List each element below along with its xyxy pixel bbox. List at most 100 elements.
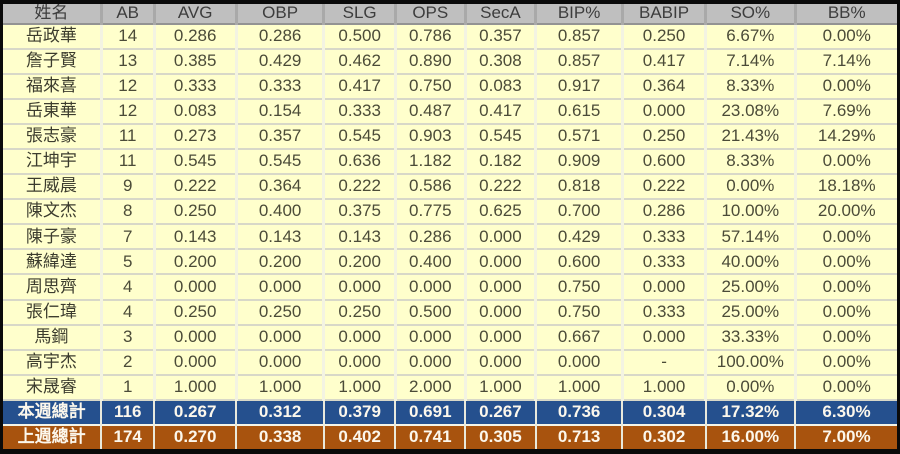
- stat-cell: 0.00%: [795, 374, 897, 401]
- stat-cell: 1.000: [535, 374, 624, 401]
- column-header: BB%: [795, 4, 897, 25]
- summary-stat-cell: 0.338: [236, 423, 325, 449]
- stat-cell: 4: [101, 299, 156, 326]
- stat-cell: 0.545: [236, 149, 326, 176]
- column-header: BABIP: [622, 4, 708, 25]
- stat-cell: 0.000: [236, 274, 326, 301]
- summary-stat-cell: 0.691: [395, 398, 467, 425]
- stat-cell: 1.000: [622, 374, 708, 401]
- stat-cell: 11: [101, 124, 156, 151]
- stat-cell: 1.000: [465, 374, 538, 401]
- stat-cell: 0.00%: [705, 174, 797, 201]
- table-row: 高宇杰 2 0.000 0.000 0.000 0.000 0.000 0.000-100.0…: [3, 349, 897, 376]
- column-header: AB: [101, 4, 156, 25]
- summary-stat-cell: 0.302: [622, 423, 707, 449]
- stat-cell: 0.357: [236, 124, 326, 151]
- player-name-cell: 陳子豪: [3, 224, 103, 251]
- stat-cell: 0.00%: [795, 149, 897, 176]
- stat-cell: 1.000: [236, 374, 326, 401]
- summary-row-last-week: 上週總計 174 0.270 0.338 0.402 0.741 0.305 0.713 0.3…: [3, 423, 897, 449]
- stat-cell: 4: [101, 274, 156, 301]
- stat-cell: 0.857: [535, 23, 624, 50]
- stat-cell: 0.462: [323, 48, 397, 75]
- summary-row-this-week: 本週總計 116 0.267 0.312 0.379 0.691 0.267 0.736 0.3…: [3, 398, 897, 425]
- stat-cell: 0.000: [622, 274, 708, 301]
- stat-cell: 0.222: [154, 174, 238, 201]
- stat-cell: 33.33%: [705, 324, 797, 351]
- player-name-cell: 宋晟睿: [3, 374, 103, 401]
- stat-cell: 0.00%: [795, 73, 897, 100]
- stat-cell: 2: [101, 349, 156, 376]
- summary-stat-cell: 0.267: [154, 398, 238, 425]
- stat-cell: 12: [101, 98, 156, 126]
- stat-cell: 0.000: [323, 349, 397, 376]
- stat-cell: 0.909: [535, 149, 624, 176]
- stat-cell: 0.750: [535, 299, 624, 326]
- stat-cell: 25.00%: [705, 274, 797, 301]
- stat-cell: 0.417: [465, 98, 538, 126]
- stat-cell: 0.200: [236, 249, 326, 276]
- stat-cell: 8.33%: [705, 149, 797, 176]
- column-header: 姓名: [3, 4, 103, 25]
- stat-cell: 0.250: [154, 199, 238, 226]
- header-row: 姓名 AB AVG OBP SLG OPS SecA BIP% BABIP SO% BB%: [3, 4, 897, 25]
- stat-cell: 0.333: [236, 73, 326, 100]
- stat-cell: 0.429: [236, 48, 326, 75]
- stat-cell: 0.333: [622, 249, 708, 276]
- stat-cell: 0.083: [465, 73, 538, 100]
- stat-cell: 0.385: [154, 48, 238, 75]
- summary-stat-cell: 0.736: [535, 398, 624, 425]
- stat-cell: 0.333: [622, 224, 708, 251]
- stat-cell: 0.364: [236, 174, 326, 201]
- stat-cell: 20.00%: [795, 199, 897, 226]
- stat-cell: 8: [101, 199, 156, 226]
- stat-cell: 0.308: [465, 48, 538, 75]
- table-row: 福來喜 12 0.333 0.333 0.417 0.750 0.083 0.917 0.364…: [3, 73, 897, 100]
- stat-cell: 12: [101, 73, 156, 100]
- stat-cell: 1.000: [323, 374, 397, 401]
- stat-cell: 0.000: [535, 349, 624, 376]
- stat-cell: 0.571: [535, 124, 624, 151]
- stat-cell: 0.000: [154, 349, 238, 376]
- summary-stat-cell: 0.713: [535, 423, 624, 449]
- stat-cell: 7.69%: [795, 98, 897, 126]
- stat-cell: 0.250: [622, 124, 708, 151]
- stat-cell: 0.775: [395, 199, 467, 226]
- stat-cell: 0.890: [395, 48, 467, 75]
- stat-cell: -: [622, 349, 708, 376]
- summary-stat-cell: 0.304: [622, 398, 707, 425]
- stat-cell: 0.000: [622, 98, 708, 126]
- stat-cell: 0.222: [323, 174, 397, 201]
- stat-cell: 0.417: [622, 48, 708, 75]
- stat-cell: 0.286: [236, 23, 326, 50]
- summary-stat-cell: 0.270: [154, 423, 238, 449]
- stat-cell: 0.00%: [795, 23, 897, 50]
- stat-cell: 0.222: [622, 174, 708, 201]
- table-row: 張志豪 11 0.273 0.357 0.545 0.903 0.545 0.571 0.250…: [3, 124, 897, 151]
- stat-cell: 0.000: [465, 324, 538, 351]
- stat-cell: 0.750: [395, 73, 467, 100]
- table-row: 馬鋼 3 0.000 0.000 0.000 0.000 0.000 0.667 0.000 33…: [3, 324, 897, 351]
- stat-cell: 0.00%: [795, 349, 897, 376]
- stat-cell: 0.250: [622, 23, 708, 50]
- stat-cell: 0.545: [465, 124, 538, 151]
- stat-cell: 0.000: [154, 324, 238, 351]
- column-header: SLG: [323, 4, 397, 25]
- stat-cell: 0.857: [535, 48, 624, 75]
- stat-cell: 0.000: [465, 349, 538, 376]
- player-name-cell: 張仁瑋: [3, 299, 103, 326]
- stat-cell: 0.000: [395, 274, 467, 301]
- player-name-cell: 岳東華: [3, 98, 103, 126]
- summary-stat-cell: 16.00%: [705, 423, 797, 449]
- stat-cell: 11: [101, 149, 156, 176]
- stat-cell: 0.000: [622, 324, 708, 351]
- stat-cell: 0.00%: [795, 224, 897, 251]
- stat-cell: 0.615: [535, 98, 624, 126]
- stat-cell: 6.67%: [705, 23, 797, 50]
- stat-cell: 0.818: [535, 174, 624, 201]
- stat-cell: 0.154: [236, 98, 326, 126]
- stat-cell: 18.18%: [795, 174, 897, 201]
- summary-stat-cell: 0.305: [465, 423, 537, 449]
- stats-table: 姓名 AB AVG OBP SLG OPS SecA BIP% BABIP SO% BB% 岳政華 1…: [3, 4, 897, 449]
- summary-stat-cell: 6.30%: [795, 398, 897, 425]
